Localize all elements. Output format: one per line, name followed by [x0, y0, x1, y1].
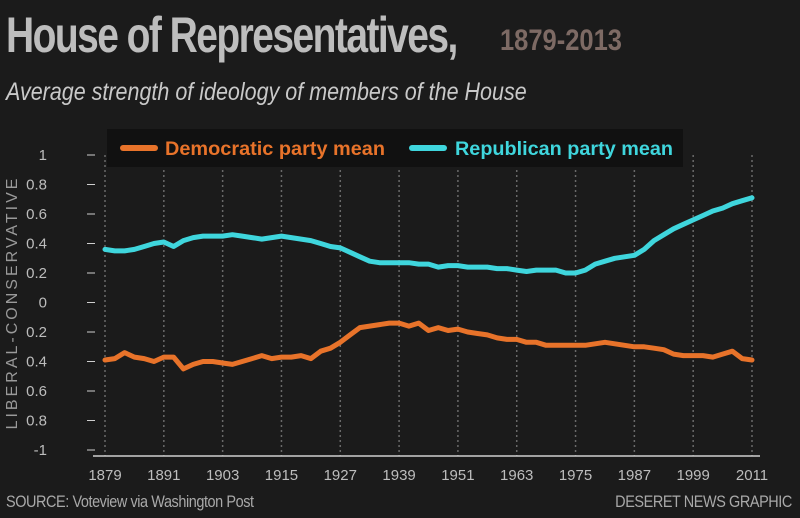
democratic-series-line: [102, 320, 755, 372]
republican-series-line: [102, 195, 755, 276]
y-tick-label: 0.2: [26, 324, 47, 341]
x-tick-label: 1927: [324, 467, 357, 484]
y-tick-label: 0.6: [26, 206, 47, 223]
x-tick-label: 1951: [441, 467, 474, 484]
source-note: SOURCE: Voteview via Washington Post: [6, 492, 254, 511]
y-tick-label: 0.8: [26, 177, 47, 194]
y-axis-title: LIBERAL-CONSERVATIVE: [4, 176, 21, 430]
y-tick-label: 0.2: [26, 265, 47, 282]
legend: Democratic party mean Republican party me…: [107, 129, 683, 167]
legend-label-republican: Republican party mean: [455, 139, 673, 160]
chart-title-main: House of Representatives,: [6, 7, 458, 63]
legend-label-democratic: Democratic party mean: [165, 139, 385, 160]
graphic-credit: DESERET NEWS GRAPHIC: [615, 492, 792, 511]
chart-title-range: 1879-2013: [500, 24, 622, 57]
x-tick-label: 1939: [382, 467, 415, 484]
y-tick-label: 1: [39, 147, 47, 164]
series: [102, 195, 755, 372]
chart-title: House of Representatives,: [6, 6, 584, 64]
y-tick-label: 0.4: [26, 236, 47, 253]
y-tick-label: 0.6: [26, 383, 47, 400]
x-tick-label: 1963: [500, 467, 533, 484]
x-tick-label: 1915: [265, 467, 298, 484]
x-tick-label: 1891: [147, 467, 180, 484]
axes: 1879 1891 1903 1915 1927 1939 1951 1963 1975 1987…: [4, 147, 768, 484]
legend-box: [107, 129, 683, 167]
grid: [104, 155, 753, 456]
x-tick-label: 1975: [559, 467, 592, 484]
y-tick-label: 0.4: [26, 354, 47, 371]
x-tick-label: 1879: [88, 467, 121, 484]
x-tick-label: 2011: [736, 467, 768, 484]
x-tick-label: 1987: [618, 467, 651, 484]
x-tick-label: 1999: [676, 467, 709, 484]
y-tick-label: 0: [39, 295, 47, 312]
x-tick-label: 1903: [206, 467, 239, 484]
chart-subtitle: Average strength of ideology of members …: [6, 78, 527, 106]
y-tick-label: 0.8: [26, 413, 47, 430]
y-tick-label: -1: [34, 442, 47, 459]
